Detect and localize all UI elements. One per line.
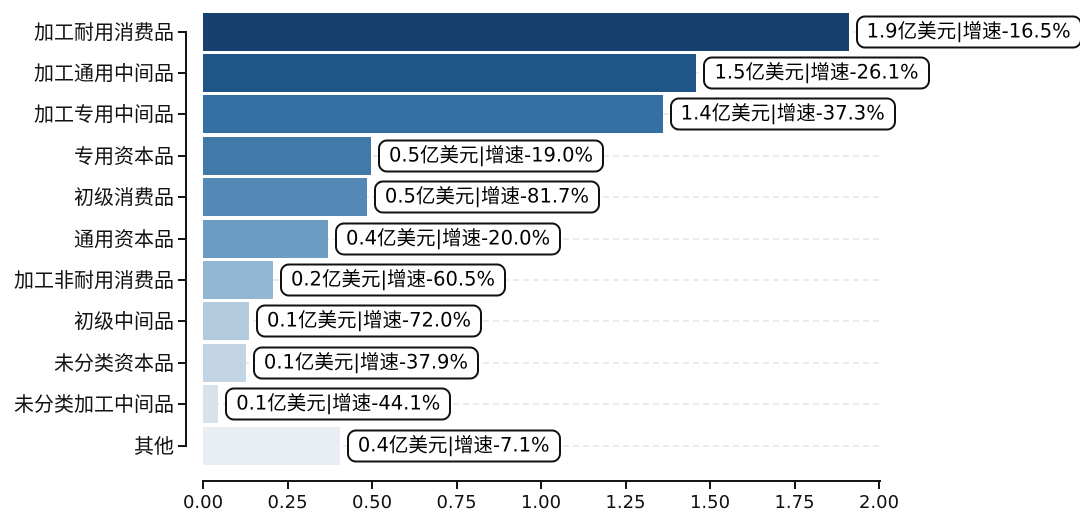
category-label: 其他 <box>134 433 174 458</box>
bar-annotation: 0.5亿美元|增速-81.7% <box>373 180 600 214</box>
y-axis-tick <box>178 113 185 116</box>
category-label: 专用资本品 <box>74 143 174 168</box>
category-label: 加工通用中间品 <box>34 60 174 85</box>
bar <box>203 260 273 299</box>
bar-annotation: 0.1亿美元|增速-72.0% <box>255 304 483 338</box>
x-axis-tick <box>878 480 880 489</box>
bar <box>203 426 340 465</box>
bar-annotation: 1.5亿美元|增速-26.1% <box>703 56 930 90</box>
y-axis-tick <box>178 278 185 281</box>
x-axis-tick <box>371 480 373 489</box>
category-label: 通用资本品 <box>74 226 174 251</box>
x-axis-tick-label: 1.50 <box>689 492 731 513</box>
bar-annotation: 0.5亿美元|增速-19.0% <box>377 139 605 173</box>
bar <box>203 136 371 175</box>
bar-annotation: 1.4亿美元|增速-37.3% <box>669 97 896 131</box>
bar-annotation: 0.4亿美元|增速-7.1% <box>346 429 561 462</box>
category-label: 未分类加工中间品 <box>14 392 174 417</box>
gridline <box>203 361 879 364</box>
bar-annotation: 0.1亿美元|增速-44.1% <box>225 387 452 421</box>
bar <box>203 12 849 51</box>
x-axis-tick-label: 1.00 <box>520 492 562 513</box>
y-axis-tick <box>178 403 185 406</box>
y-axis-tick <box>178 154 185 157</box>
bar-annotation: 0.1亿美元|增速-37.9% <box>252 346 479 380</box>
x-axis-tick <box>793 480 796 489</box>
bar <box>203 95 663 134</box>
bar <box>203 302 249 341</box>
x-axis-tick <box>709 480 711 489</box>
category-label: 加工专用中间品 <box>34 102 174 127</box>
bar <box>203 343 246 382</box>
bar <box>203 385 219 424</box>
category-label: 未分类资本品 <box>54 350 174 375</box>
x-axis-tick-label: 2.00 <box>858 492 900 513</box>
gridline <box>203 403 879 406</box>
y-axis-spine <box>185 30 187 447</box>
x-axis-tick <box>540 480 542 489</box>
category-label: 初级消费品 <box>74 185 174 210</box>
x-axis-tick-label: 1.75 <box>774 492 815 513</box>
x-axis-tick <box>455 480 458 489</box>
y-axis-tick <box>178 444 185 447</box>
x-axis-tick-label: 0.00 <box>182 492 224 513</box>
x-axis-tick-label: 0.50 <box>351 492 393 513</box>
x-axis-tick <box>286 480 289 489</box>
x-axis-tick-label: 0.75 <box>436 492 477 513</box>
x-axis-tick-label: 1.25 <box>605 492 646 513</box>
plot-area: 1.9亿美元|增速-16.5% 1.5亿美元|增速-26.1% 1.4亿美元|增速-… <box>203 0 1080 526</box>
y-axis-tick <box>178 320 185 323</box>
gridline <box>203 320 879 323</box>
category-label: 加工耐用消费品 <box>34 19 174 44</box>
x-axis-tick <box>202 480 204 489</box>
category-label: 加工非耐用消费品 <box>14 267 174 292</box>
x-axis-tick-label: 0.25 <box>267 492 308 513</box>
y-axis-tick <box>178 237 185 240</box>
bar <box>203 53 697 92</box>
y-axis-tick <box>178 361 185 364</box>
y-axis-labels: 加工耐用消费品 加工通用中间品 加工专用中间品专用资本品初级消费品通用资本品加工非耐… <box>0 0 174 526</box>
gridline <box>203 278 879 281</box>
category-label: 初级中间品 <box>74 309 174 334</box>
bar-annotation: 1.9亿美元|增速-16.5% <box>855 15 1080 48</box>
bar <box>203 219 329 258</box>
x-axis-tick <box>624 480 627 489</box>
y-axis-tick <box>178 196 185 199</box>
bar-annotation: 0.2亿美元|增速-60.5% <box>279 263 507 297</box>
y-axis-tick <box>178 71 185 74</box>
bar-annotation: 0.4亿美元|增速-20.0% <box>335 222 562 255</box>
y-axis-tick <box>178 30 185 33</box>
bar <box>203 178 367 217</box>
